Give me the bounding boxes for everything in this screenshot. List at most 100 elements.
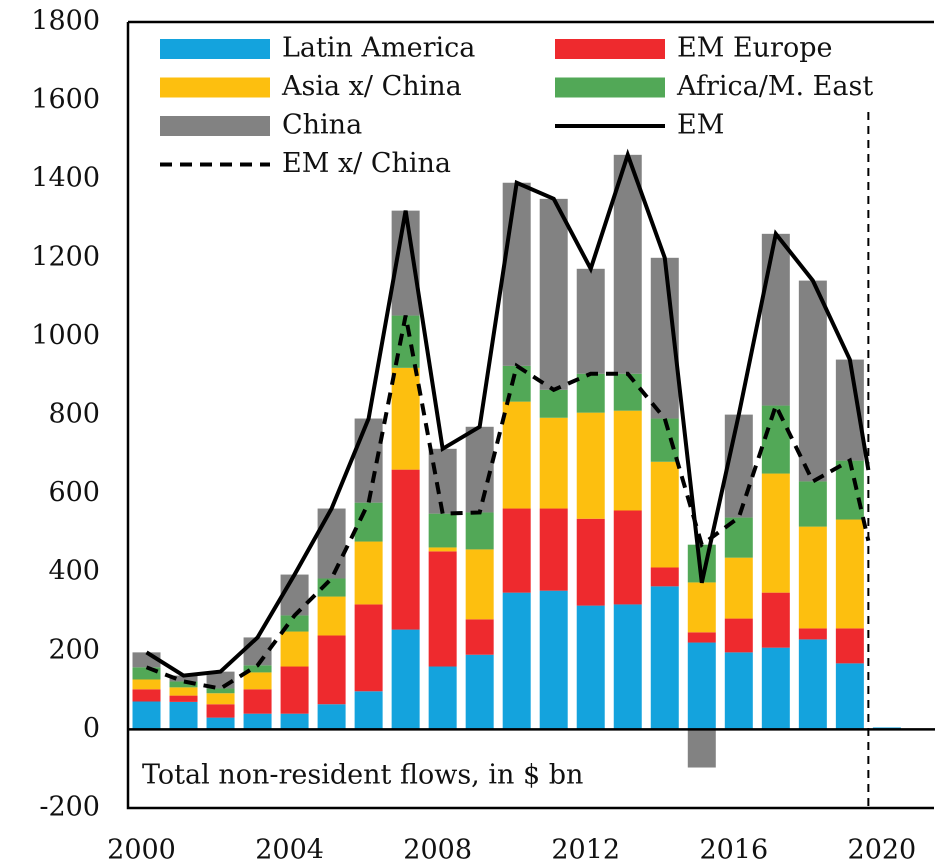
bar-segment	[317, 635, 346, 705]
bar-segment	[539, 508, 568, 591]
x-tick-label: 2012	[551, 835, 620, 865]
bar-segment	[539, 417, 568, 509]
plot-frame	[126, 20, 934, 810]
bar-segment	[761, 473, 790, 593]
bar-segment	[132, 679, 161, 690]
x-tick-label: 2016	[699, 835, 768, 865]
y-tick-label: 1800	[31, 6, 100, 37]
legend: Latin America EM Europe Asia x/ China Afric…	[160, 33, 873, 179]
bar-segment	[465, 512, 494, 550]
bar-segment	[613, 154, 642, 374]
bar-segment	[613, 604, 642, 730]
bar-segment	[169, 681, 198, 688]
bar-segment	[761, 233, 790, 406]
bar-segment	[835, 519, 864, 629]
bar-segment	[613, 373, 642, 411]
bar-segment	[280, 631, 309, 667]
legend-swatch	[160, 77, 270, 98]
bar-segment	[206, 693, 235, 705]
legend-label: EM Europe	[677, 33, 832, 64]
bar-segment	[502, 182, 531, 366]
bar-segment	[391, 469, 420, 630]
y-tick-label: 800	[48, 399, 100, 430]
bar-segment	[243, 665, 272, 673]
bar-segment	[724, 652, 753, 730]
bar-segment	[687, 729, 716, 768]
legend-label: Latin America	[282, 33, 475, 64]
bar-segment	[280, 574, 309, 616]
y-tick-label: 0	[83, 713, 100, 744]
bar-segment	[354, 604, 383, 692]
bar-segment	[798, 526, 827, 629]
bar-segment	[169, 675, 198, 682]
bar-segment	[502, 508, 531, 593]
bar-segment	[206, 688, 235, 694]
x-tick-label: 2020	[848, 835, 917, 865]
bar-segment	[724, 618, 753, 653]
x-tick-label: 2008	[403, 835, 472, 865]
bar-segment	[465, 619, 494, 655]
bar-segment	[835, 663, 864, 730]
bar-segment	[428, 547, 457, 552]
legend-swatch	[555, 39, 665, 59]
bar-segment	[169, 687, 198, 696]
line-series	[145, 315, 871, 691]
bar-segment	[317, 596, 346, 636]
y-tick-label: 1400	[31, 163, 100, 194]
y-tick-label: -200	[39, 792, 100, 823]
legend-swatch	[160, 39, 270, 59]
bar-segment	[761, 592, 790, 648]
bar-segment	[650, 586, 679, 730]
bar-segment	[428, 513, 457, 548]
bar-segment	[539, 389, 568, 418]
legend-label: EM	[677, 110, 724, 141]
bar-segment	[132, 689, 161, 702]
bar-segment	[761, 647, 790, 730]
bar-segment	[724, 557, 753, 619]
bar-segment	[798, 280, 827, 482]
bar-segment	[650, 567, 679, 587]
bar-segment	[169, 695, 198, 702]
line-series	[145, 148, 871, 678]
bar-segment	[502, 401, 531, 509]
y-tick-label: 1200	[31, 241, 100, 272]
bar-segment	[687, 642, 716, 730]
bar-segment	[206, 704, 235, 718]
annotation: Total non-resident flows, in $ bn	[142, 760, 583, 791]
legend-label: Asia x/ China	[281, 71, 462, 102]
bar-segment	[576, 605, 605, 730]
bar-segment	[761, 405, 790, 474]
bar-segment	[687, 632, 716, 643]
bar-segment	[650, 461, 679, 568]
bar-segment	[428, 551, 457, 667]
bar-segment	[798, 639, 827, 730]
bar-segment	[465, 549, 494, 620]
y-tick-label: 600	[48, 477, 100, 508]
bar-segment	[687, 582, 716, 633]
bar-segment	[132, 701, 161, 730]
bar-segment	[576, 268, 605, 374]
bar-segment	[613, 510, 642, 605]
bar-segment	[391, 367, 420, 470]
bar-segment	[317, 704, 346, 730]
bar-segment	[354, 502, 383, 542]
bar-segment	[169, 701, 198, 730]
bar-segment	[243, 713, 272, 730]
bar-segment	[613, 410, 642, 511]
bar-segment	[280, 713, 309, 730]
bar-segment	[428, 666, 457, 730]
x-tick-label: 2004	[255, 835, 324, 865]
bar-segment	[280, 666, 309, 714]
bar-segment	[576, 373, 605, 413]
bar-segment	[650, 418, 679, 462]
legend-swatch	[160, 116, 270, 136]
legend-swatch	[555, 77, 665, 98]
bar-segment	[835, 628, 864, 664]
bar-segment	[502, 592, 531, 730]
bar-segment	[798, 628, 827, 640]
x-tick-label: 2000	[107, 835, 176, 865]
y-tick-label: 1600	[31, 84, 100, 115]
y-tick-label: 400	[48, 556, 100, 587]
bar-segment	[539, 590, 568, 730]
legend-label: EM x/ China	[282, 148, 451, 179]
